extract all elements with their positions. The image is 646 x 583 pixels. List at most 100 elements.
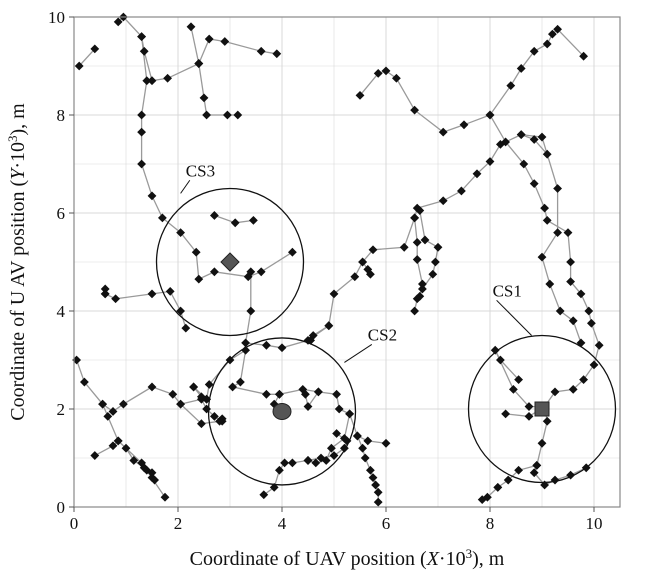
data-point xyxy=(415,206,425,215)
data-point xyxy=(129,456,139,465)
data-point xyxy=(358,257,367,267)
data-point xyxy=(381,66,391,76)
data-point xyxy=(147,468,157,478)
trajectory-line xyxy=(198,63,238,116)
data-point xyxy=(210,411,219,421)
data-point xyxy=(399,242,409,252)
data-point xyxy=(262,340,271,350)
data-point xyxy=(189,382,198,392)
data-point xyxy=(150,475,159,485)
data-point xyxy=(545,279,555,289)
x-tick-label: 2 xyxy=(174,514,183,533)
y-axis-title-part: Y xyxy=(7,167,29,180)
data-point xyxy=(160,492,170,502)
trajectory-line xyxy=(489,114,600,407)
data-point xyxy=(373,68,383,78)
data-point xyxy=(176,228,185,237)
data-point xyxy=(412,238,422,247)
data-point xyxy=(230,218,240,228)
data-point xyxy=(275,389,284,399)
x-axis-title-part: Coordinate of UAV position ( xyxy=(190,548,427,570)
data-point xyxy=(555,306,565,316)
data-point xyxy=(459,120,469,130)
data-point xyxy=(303,402,313,411)
trajectory-line xyxy=(497,464,537,488)
axis-layer: 0 2 4 6 8 10 0 2 4 6 8 10 Coordinate of UAV position… xyxy=(5,8,621,570)
data-point xyxy=(147,289,157,299)
data-point xyxy=(280,458,289,468)
data-point xyxy=(204,380,214,389)
label-leader-cs1 xyxy=(496,299,532,336)
data-point xyxy=(493,483,503,492)
data-point xyxy=(199,93,209,103)
data-point xyxy=(358,443,367,453)
data-point xyxy=(142,465,152,475)
data-point xyxy=(342,436,352,446)
plot-frame xyxy=(73,16,621,508)
coverage-circle-cs2 xyxy=(207,337,357,486)
data-point xyxy=(277,343,287,353)
data-point xyxy=(566,257,575,267)
station-marker-cs3 xyxy=(220,252,240,272)
data-point xyxy=(529,135,539,144)
data-point xyxy=(485,157,495,166)
data-point xyxy=(90,44,100,54)
data-point xyxy=(215,416,224,426)
data-point xyxy=(490,345,500,355)
data-point xyxy=(532,460,542,470)
data-point xyxy=(550,475,560,485)
data-point xyxy=(197,419,206,429)
data-point xyxy=(228,382,237,392)
data-point xyxy=(301,389,310,399)
data-point xyxy=(246,267,256,277)
data-point xyxy=(334,404,344,414)
data-point xyxy=(137,127,146,137)
data-point xyxy=(194,59,204,68)
data-point xyxy=(542,215,552,225)
data-point xyxy=(327,443,336,453)
data-point xyxy=(324,321,334,331)
data-point xyxy=(501,137,510,147)
data-point xyxy=(256,267,266,277)
data-point xyxy=(74,61,84,71)
data-point xyxy=(163,73,172,83)
data-point xyxy=(147,382,157,392)
data-point xyxy=(368,245,378,255)
data-point xyxy=(516,64,526,73)
data-point xyxy=(366,269,375,279)
data-point xyxy=(147,191,157,201)
data-point xyxy=(197,392,206,402)
data-point xyxy=(431,257,440,267)
data-point xyxy=(542,39,552,49)
data-point xyxy=(311,458,321,468)
x-tick-label: 0 xyxy=(70,514,79,533)
data-point xyxy=(243,272,253,282)
data-point xyxy=(568,316,578,326)
data-point xyxy=(509,385,518,394)
data-point xyxy=(381,438,391,448)
data-point xyxy=(542,416,552,426)
marker-layer xyxy=(72,12,604,507)
data-point xyxy=(506,81,516,90)
data-point xyxy=(529,46,539,56)
data-point xyxy=(392,73,401,83)
data-point xyxy=(288,458,297,468)
data-point xyxy=(373,497,383,507)
data-point xyxy=(542,149,552,159)
data-point xyxy=(410,213,419,223)
data-point xyxy=(233,110,243,120)
data-point xyxy=(553,228,562,237)
data-point xyxy=(371,480,380,490)
y-tick-label: 2 xyxy=(57,400,66,419)
data-point xyxy=(90,451,100,460)
x-tick-label: 8 xyxy=(486,514,495,533)
x-tick-label: 10 xyxy=(586,514,603,533)
data-point xyxy=(428,269,438,279)
data-point xyxy=(548,29,557,39)
trajectory-line xyxy=(244,133,548,349)
data-point xyxy=(594,340,604,350)
data-point xyxy=(353,431,362,441)
data-point xyxy=(368,473,378,482)
data-point xyxy=(433,242,443,252)
data-point xyxy=(537,132,547,142)
